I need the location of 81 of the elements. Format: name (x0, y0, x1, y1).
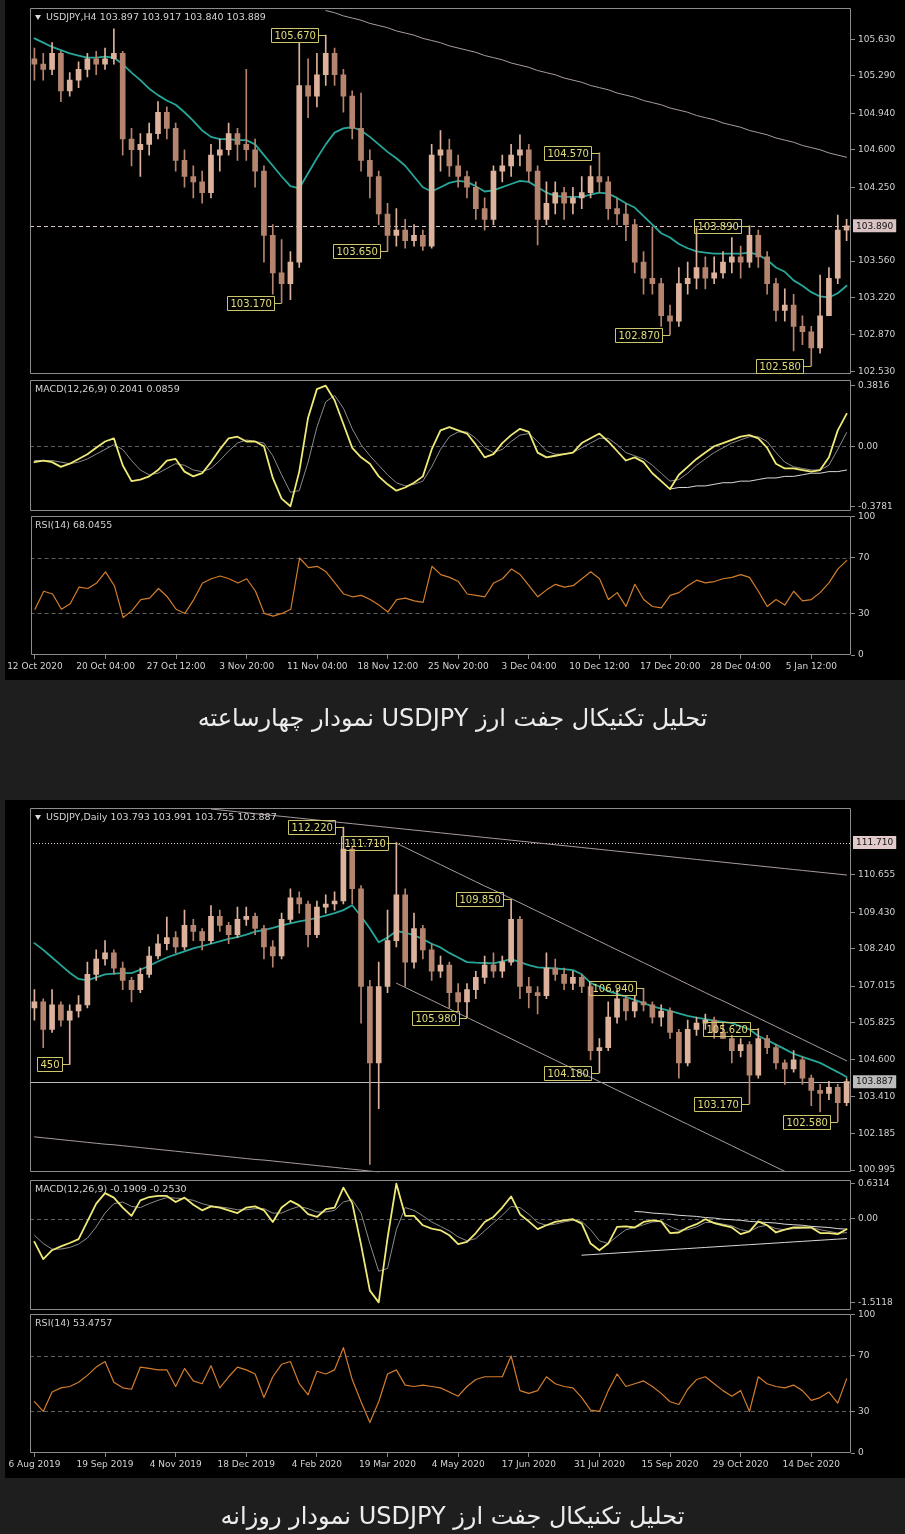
text: تحلیل تکنیکال جفت ارز USDJPY نمودار روزانه (219, 1501, 686, 1532)
text: 103.890 (697, 220, 739, 232)
chart-title: RSI(14) 68.0455 (35, 519, 113, 530)
x-tick-label: 3 Dec 04:00 (501, 660, 557, 671)
y-tick-label: 0.3816 (858, 380, 890, 391)
text: 102.580 (759, 360, 801, 372)
x-tick-label: 19 Mar 2020 (359, 1458, 417, 1469)
y-tick-label: 105.290 (858, 70, 896, 81)
x-tick-label: 10 Dec 12:00 (569, 660, 631, 671)
text: 450 (40, 1058, 60, 1070)
y-tick-label: 105.825 (858, 1016, 896, 1027)
text: 104.570 (547, 147, 589, 159)
y-tick-label: 103.220 (858, 291, 896, 302)
y-tick-label: 107.015 (858, 980, 896, 991)
y-tick-label: -1.5118 (858, 1296, 894, 1307)
y-tick-label: 103.410 (858, 1090, 896, 1101)
y-tick-label: 110.655 (858, 869, 896, 880)
x-tick-label: 12 Oct 2020 (7, 660, 64, 671)
y-tick-label: 100.995 (858, 1164, 896, 1175)
x-tick-label: 31 Jul 2020 (573, 1458, 626, 1469)
x-tick-label: 14 Dec 2020 (782, 1458, 841, 1469)
y-tick-label: 104.600 (858, 144, 896, 155)
y-tick-label: 102.530 (858, 365, 896, 376)
y-tick-label: 108.240 (858, 942, 896, 953)
text: 102.870 (618, 329, 660, 341)
text: 109.850 (459, 893, 501, 905)
y-tick-label: 0.00 (858, 440, 879, 451)
y-tick-label: 0 (858, 649, 864, 660)
x-tick-label: 27 Oct 12:00 (146, 660, 206, 671)
x-tick-label: 4 May 2020 (431, 1458, 485, 1469)
y-tick-label: 100 (858, 1308, 876, 1319)
y-tick-label: 104.250 (858, 181, 896, 192)
chart-title: USDJPY,H4 103.897 103.917 103.840 103.889 (46, 11, 266, 22)
y-tick-label: 0.6314 (858, 1177, 890, 1188)
y-tick-label: 30 (858, 607, 870, 618)
chart-title: USDJPY,Daily 103.793 103.991 103.755 103.887 (46, 811, 277, 822)
y-tick-label: 102.185 (858, 1127, 896, 1138)
x-tick-label: 28 Dec 04:00 (710, 660, 772, 671)
text: 103.170 (230, 297, 272, 309)
text: تحلیل تکنیکال جفت ارز USDJPY نمودار چهارساعته (196, 703, 709, 734)
y-tick-label: 104.600 (858, 1054, 896, 1065)
ref-line-label: 103.890 (856, 220, 894, 231)
text: 103.650 (336, 245, 378, 257)
x-tick-label: 29 Oct 2020 (712, 1458, 769, 1469)
text: 112.220 (291, 821, 333, 833)
chart-title: MACD(12,26,9) 0.2041 0.0859 (35, 383, 180, 394)
chart-title: MACD(12,26,9) -0.1909 -0.2530 (35, 1183, 187, 1194)
chart-title: RSI(14) 53.4757 (35, 1317, 113, 1328)
y-tick-label: 100 (858, 510, 876, 521)
y-tick-label: 0.00 (858, 1212, 879, 1223)
y-tick-label: 30 (858, 1405, 870, 1416)
text: 111.710 (344, 837, 386, 849)
y-tick-label: 102.870 (858, 329, 896, 340)
x-tick-label: 17 Jun 2020 (501, 1458, 557, 1469)
ref-line-label: 111.710 (856, 837, 894, 848)
x-tick-label: 11 Nov 04:00 (286, 660, 348, 671)
x-tick-label: 20 Oct 04:00 (76, 660, 136, 671)
x-tick-label: 19 Sep 2019 (76, 1458, 134, 1469)
x-tick-label: 5 Jan 12:00 (785, 660, 838, 671)
x-tick-label: 25 Nov 20:00 (428, 660, 490, 671)
y-tick-label: 105.630 (858, 33, 896, 44)
ref-line-label: 103.887 (856, 1076, 894, 1087)
x-tick-label: 4 Feb 2020 (291, 1458, 343, 1469)
text: 105.980 (415, 1012, 457, 1024)
x-tick-label: 18 Nov 12:00 (357, 660, 419, 671)
x-tick-label: 15 Sep 2020 (641, 1458, 699, 1469)
x-tick-label: 18 Dec 2019 (217, 1458, 276, 1469)
text: 102.580 (786, 1116, 828, 1128)
x-tick-label: 3 Nov 20:00 (219, 660, 275, 671)
x-tick-label: 6 Aug 2019 (8, 1458, 61, 1469)
y-tick-label: 103.560 (858, 255, 896, 266)
y-tick-label: -0.3781 (858, 500, 893, 511)
y-tick-label: 109.430 (858, 906, 896, 917)
y-tick-label: 0 (858, 1447, 864, 1458)
y-tick-label: 70 (858, 552, 870, 563)
x-tick-label: 4 Nov 2019 (149, 1458, 202, 1469)
text: 105.670 (274, 29, 316, 41)
y-tick-label: 104.940 (858, 107, 896, 118)
y-tick-label: 70 (858, 1350, 870, 1361)
x-tick-label: 17 Dec 20:00 (639, 660, 701, 671)
text: 103.170 (697, 1098, 739, 1110)
